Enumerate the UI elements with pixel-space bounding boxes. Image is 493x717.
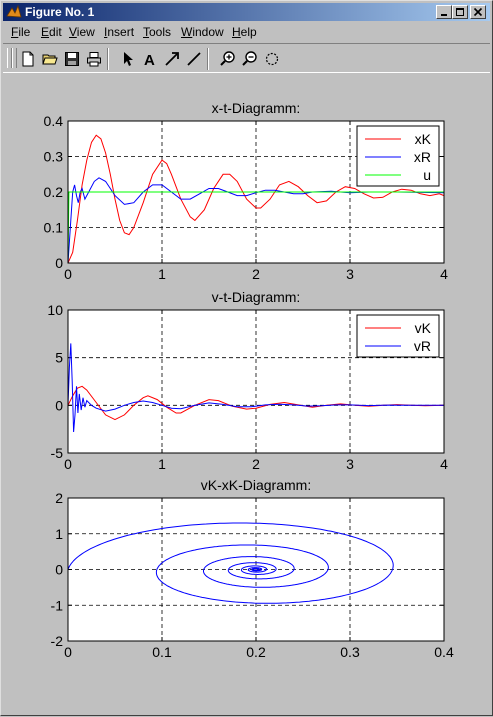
zoom-in-icon[interactable] (217, 48, 239, 70)
menu-view[interactable]: View (69, 25, 95, 39)
y-tick-label: -5 (51, 445, 64, 461)
y-tick-label: 0.4 (44, 113, 64, 129)
menu-bar: File Edit View Insert Tools Window Help (3, 23, 490, 41)
chart-title: vK-xK-Diagramm: (201, 477, 311, 493)
svg-text:A: A (144, 52, 155, 67)
x-tick-label: 0.3 (340, 644, 360, 660)
axes-border (67, 120, 445, 264)
y-tick-label: 5 (55, 350, 63, 366)
x-tick-label: 1 (158, 456, 166, 472)
menu-edit[interactable]: Edit (41, 25, 62, 39)
menu-help[interactable]: Help (232, 25, 257, 39)
axes-border (67, 497, 445, 642)
x-tick-label: 0.4 (434, 644, 454, 660)
legend-label: vR (414, 338, 431, 354)
y-tick-label: 10 (47, 302, 63, 318)
x-tick-label: 0 (64, 266, 72, 282)
menu-insert[interactable]: Insert (104, 25, 135, 39)
legend-box (356, 125, 440, 187)
toolbar-separator (107, 48, 109, 70)
y-tick-label: 0 (55, 255, 63, 271)
zoom-out-icon[interactable] (239, 48, 261, 70)
legend: vK vR (356, 314, 440, 358)
toolbar-grip[interactable] (7, 48, 12, 68)
y-tick-label: 0.3 (44, 149, 64, 165)
insert-arrow-icon[interactable] (161, 48, 183, 70)
legend-label: vK (415, 320, 432, 336)
y-tick-label: -2 (51, 633, 64, 649)
axes-border (67, 309, 445, 454)
y-tick-label: 0 (55, 397, 63, 413)
menu-file[interactable]: File (11, 25, 31, 39)
window-title: Figure No. 1 (25, 5, 95, 19)
chart-title: x-t-Diagramm: (212, 100, 301, 116)
legend-box (356, 314, 440, 358)
x-tick-label: 3 (346, 456, 354, 472)
y-tick-label: 2 (55, 490, 63, 506)
x-tick-label: 0.2 (246, 644, 266, 660)
x-tick-label: 4 (440, 456, 448, 472)
x-tick-label: 0 (64, 456, 72, 472)
x-tick-label: 2 (252, 266, 260, 282)
menu-window[interactable]: Window (181, 25, 224, 39)
x-tick-label: 0 (64, 644, 72, 660)
toolbar-grip-2[interactable] (12, 48, 17, 68)
insert-line-icon[interactable] (183, 48, 205, 70)
x-tick-label: 3 (346, 266, 354, 282)
print-icon[interactable] (83, 48, 105, 70)
open-folder-icon[interactable] (39, 48, 61, 70)
x-tick-label: 1 (158, 266, 166, 282)
series-line-vR (67, 343, 444, 433)
series-line-xK (67, 134, 445, 264)
select-arrow-icon[interactable] (117, 48, 139, 70)
figure-toolbar: A (3, 43, 490, 73)
minimize-button[interactable] (436, 5, 452, 19)
legend-label: xK (415, 131, 432, 147)
insert-text-icon[interactable]: A (139, 48, 161, 70)
y-tick-label: 0.1 (44, 220, 64, 236)
x-tick-label: 2 (252, 456, 260, 472)
x-tick-label: 4 (440, 266, 448, 282)
axes-3: 0 0.1 0.2 0.3 0.4 -2 -1 0 1 2 vK-xK-Diagramm: (51, 477, 454, 660)
chart-title: v-t-Diagramm: (212, 289, 301, 305)
new-file-icon[interactable] (17, 48, 39, 70)
legend-label: xR (414, 149, 431, 165)
matlab-icon (6, 4, 22, 18)
y-tick-label: 1 (55, 526, 63, 542)
series-line-xR (67, 177, 445, 264)
title-bar[interactable]: Figure No. 1 (3, 3, 490, 21)
y-tick-label: 0 (55, 562, 63, 578)
toolbar-separator-2 (207, 48, 209, 70)
y-tick-label: 0.2 (44, 184, 64, 200)
legend-label: u (423, 167, 431, 183)
legend: xK xR u (356, 125, 440, 187)
axes-1: 0 1 2 3 4 0 0.1 0.2 0.3 0.4 x-t-Diagramm: xK xR u (44, 100, 449, 282)
close-button[interactable] (470, 5, 486, 19)
x-tick-label: 0.1 (152, 644, 172, 660)
menu-tools[interactable]: Tools (143, 25, 172, 39)
rotate-icon[interactable] (261, 48, 283, 70)
maximize-button[interactable] (452, 5, 468, 19)
save-icon[interactable] (61, 48, 83, 70)
y-tick-label: -1 (51, 597, 64, 613)
series-line-trajectory (67, 522, 394, 604)
